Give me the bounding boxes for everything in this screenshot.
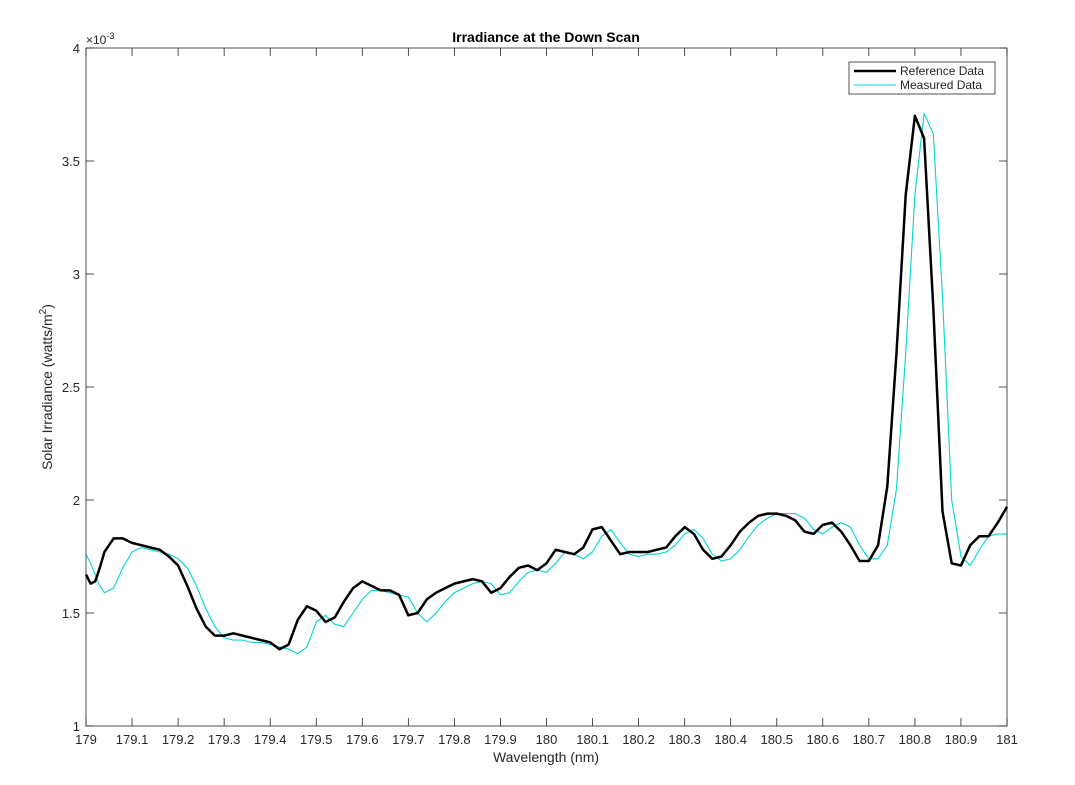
y-tick-label: 4 <box>73 41 80 56</box>
x-tick-label: 180.9 <box>945 732 978 747</box>
legend-label-reference: Reference Data <box>900 64 984 78</box>
x-tick-label: 180.1 <box>576 732 609 747</box>
x-tick-label: 180.8 <box>899 732 932 747</box>
series-line-reference-data <box>84 114 1009 651</box>
x-tick-label: 179.5 <box>300 732 333 747</box>
exponent-base: ×10 <box>86 33 107 47</box>
x-tick-label: 180.5 <box>760 732 793 747</box>
y-axis-label-close: ) <box>39 304 55 309</box>
x-tick-label: 179.8 <box>438 732 471 747</box>
legend: Reference Data Measured Data <box>848 61 996 95</box>
x-tick-label: 179.3 <box>208 732 241 747</box>
exponent-power: -3 <box>106 31 114 41</box>
x-tick-label: 180 <box>536 732 558 747</box>
y-tick-label: 3.5 <box>62 154 80 169</box>
x-tick-label: 179.2 <box>162 732 195 747</box>
plot-frame <box>85 47 1008 727</box>
y-axis-label-superscript: 2 <box>38 308 49 314</box>
y-tick-label: 3 <box>73 267 80 282</box>
x-tick-label: 179.4 <box>254 732 287 747</box>
y-tick-label: 2 <box>73 493 80 508</box>
x-tick-label: 179.7 <box>392 732 425 747</box>
x-axis-label: Wavelength (nm) <box>493 749 599 765</box>
x-tick-label: 180.6 <box>807 732 840 747</box>
x-tick-label: 180.4 <box>714 732 747 747</box>
chart-title: Irradiance at the Down Scan <box>452 29 640 45</box>
plot-area <box>86 48 1007 726</box>
legend-label-measured: Measured Data <box>900 78 982 92</box>
x-tick-label: 180.7 <box>853 732 886 747</box>
legend-box <box>848 61 996 95</box>
y-axis-label: Solar Irradiance (watts/m2) <box>38 304 55 470</box>
y-tick-label: 2.5 <box>62 380 80 395</box>
x-tick-label: 180.2 <box>622 732 655 747</box>
y-tick-label: 1 <box>73 719 80 734</box>
y-tick-label: 1.5 <box>62 606 80 621</box>
x-tick-label: 179 <box>75 732 97 747</box>
x-tick-label: 179.6 <box>346 732 379 747</box>
x-tick-label: 179.9 <box>484 732 517 747</box>
x-tick-label: 181 <box>996 732 1018 747</box>
x-tick-label: 180.3 <box>668 732 701 747</box>
y-axis-exponent: ×10-3 <box>86 31 114 47</box>
y-axis-label-main: Solar Irradiance (watts/m <box>39 314 55 470</box>
x-tick-label: 179.1 <box>116 732 149 747</box>
